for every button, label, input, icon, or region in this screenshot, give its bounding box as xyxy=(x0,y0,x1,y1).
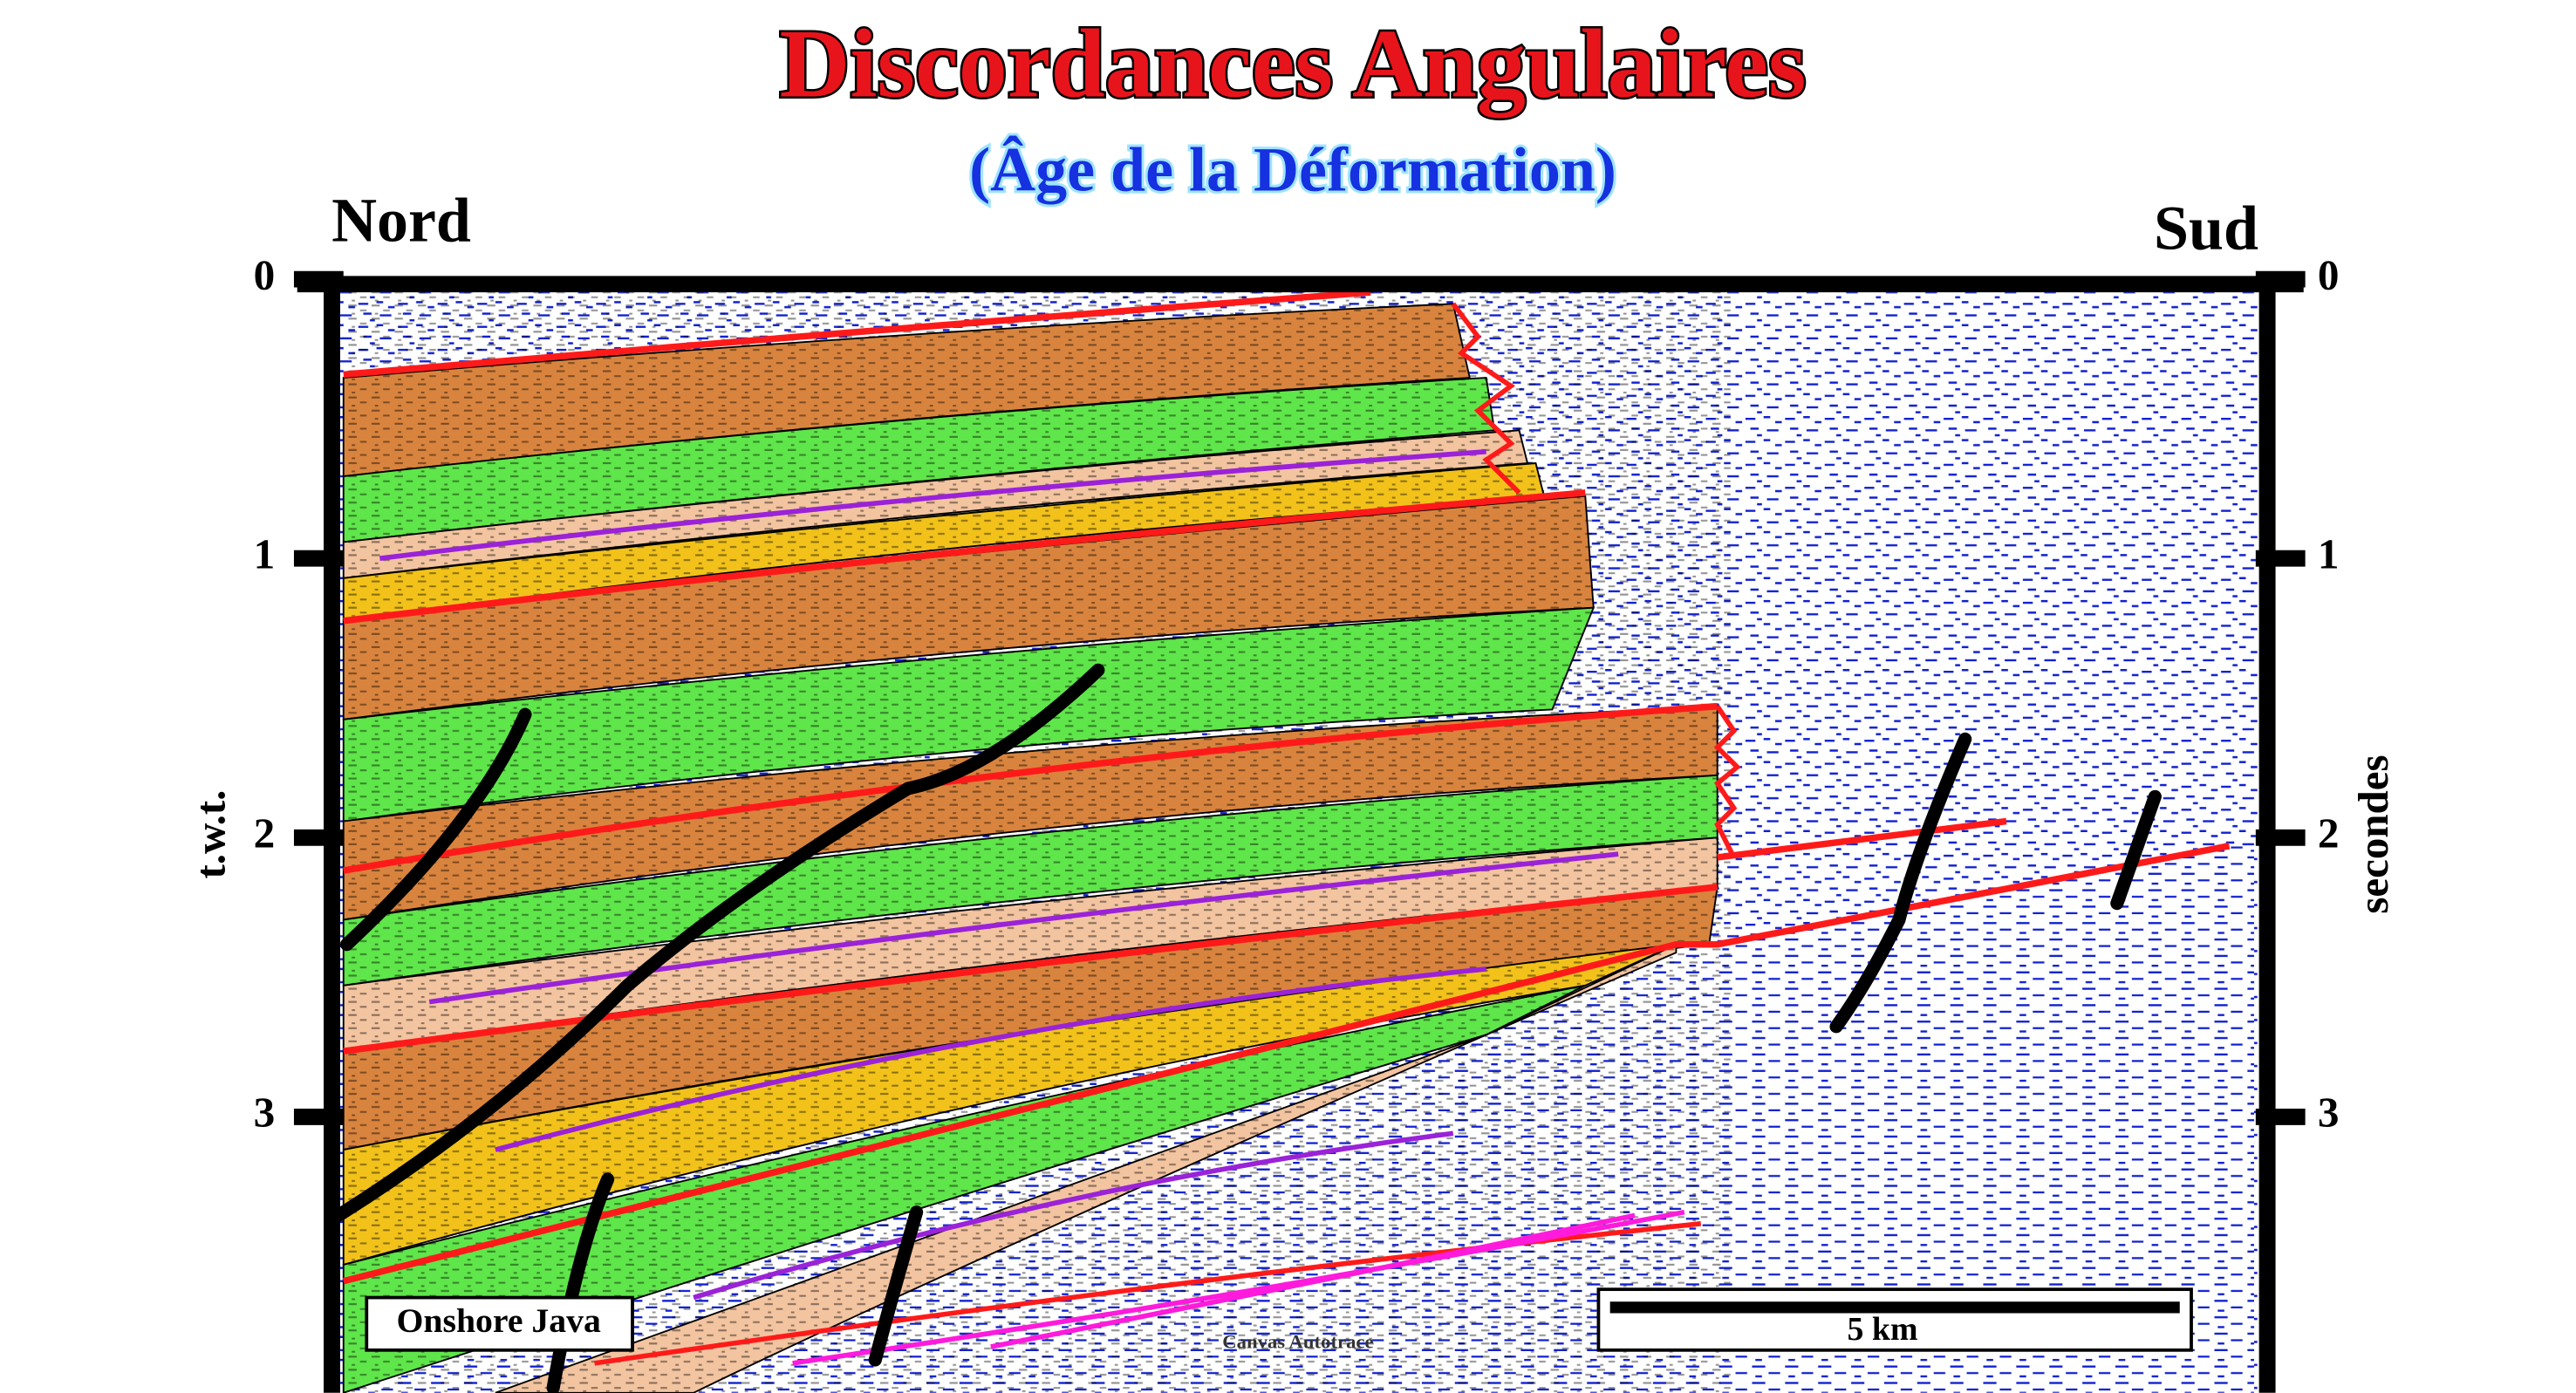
faults xyxy=(331,663,2162,1393)
subtitle: (Âge de la Déformation) xyxy=(969,135,1616,205)
purple-reflectors xyxy=(379,449,1619,1301)
section: Nord Sud xyxy=(186,185,2397,1393)
right-tick-label: 2 xyxy=(2318,809,2340,857)
left-tick-label: 3 xyxy=(254,1089,276,1137)
left-axis-label: t.w.t. xyxy=(186,790,234,879)
scale-label: 5 km xyxy=(1848,1311,1918,1348)
scale-box xyxy=(1596,1287,2193,1352)
title: Discordances Angulaires xyxy=(779,10,1806,119)
right-tick-label: 3 xyxy=(2318,1089,2340,1137)
right-axis-label: secondes xyxy=(2349,755,2397,913)
left-tick-label: 0 xyxy=(254,250,276,298)
unconformities xyxy=(342,289,2231,1366)
credit: Canvas Autotrace xyxy=(1222,1331,1373,1353)
south-label: Sud xyxy=(2154,194,2258,263)
left-tick-label: 1 xyxy=(254,530,276,578)
right-tick-label: 0 xyxy=(2318,250,2340,298)
location-box xyxy=(365,1295,634,1352)
left-tick-label: 2 xyxy=(254,809,276,857)
magenta-reflectors xyxy=(792,1209,1685,1366)
right-tick-label: 1 xyxy=(2318,530,2340,578)
location-label: Onshore Java xyxy=(397,1301,602,1340)
north-label: Nord xyxy=(331,185,471,255)
